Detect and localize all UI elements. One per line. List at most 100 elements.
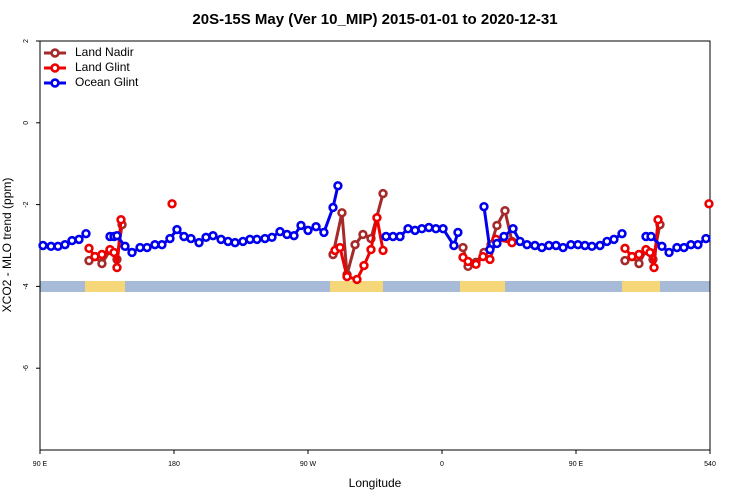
point <box>657 241 667 252</box>
point <box>81 228 91 239</box>
series <box>86 200 713 282</box>
point <box>664 247 674 258</box>
mask-land <box>460 281 505 292</box>
point <box>335 242 345 253</box>
point <box>328 202 338 213</box>
point <box>74 234 84 245</box>
point <box>97 258 107 269</box>
chart-title: 20S-15S May (Ver 10_MIP) 2015-01-01 to 2… <box>192 11 557 28</box>
point <box>112 230 122 241</box>
point <box>157 239 167 250</box>
point <box>359 260 369 271</box>
point <box>167 199 177 209</box>
land-mask <box>40 281 710 292</box>
point <box>127 247 137 258</box>
point <box>431 224 441 234</box>
point <box>165 233 175 244</box>
series <box>38 181 711 258</box>
point <box>303 225 313 236</box>
x-tick-label: 0 <box>440 461 444 468</box>
point <box>500 206 510 216</box>
point <box>595 240 605 251</box>
point <box>342 271 352 282</box>
y-axis-label: XCO2 - MLO trend (ppm) <box>0 178 14 313</box>
point <box>378 188 388 199</box>
point <box>60 239 70 250</box>
mask-land <box>622 281 660 292</box>
legend-label: Land Glint <box>75 60 130 74</box>
point <box>620 255 630 266</box>
point <box>223 236 233 247</box>
point <box>508 224 518 234</box>
point <box>84 243 94 254</box>
point <box>609 234 619 245</box>
legend-label: Ocean Glint <box>75 75 139 89</box>
point <box>463 256 473 267</box>
legend-marker <box>50 78 60 88</box>
point <box>112 262 122 273</box>
point <box>267 232 277 243</box>
point <box>358 229 368 240</box>
point <box>252 234 262 245</box>
point <box>453 227 463 238</box>
point <box>558 242 568 253</box>
y-tick-label: -6 <box>23 365 30 371</box>
legend-marker <box>50 63 60 73</box>
point <box>417 224 427 234</box>
point <box>587 241 597 252</box>
point <box>646 231 656 242</box>
point <box>172 224 182 235</box>
point <box>372 212 382 223</box>
point <box>366 244 376 255</box>
x-tick-label: 180 <box>168 461 180 468</box>
point <box>485 244 495 255</box>
point <box>424 222 434 233</box>
mask-land <box>330 281 383 292</box>
point <box>289 230 299 241</box>
point <box>634 249 644 260</box>
x-axis-label: Longitude <box>349 476 402 490</box>
point <box>378 245 388 256</box>
point <box>704 199 714 209</box>
y-tick-label: -4 <box>23 283 30 289</box>
point <box>260 233 270 244</box>
point <box>701 233 711 244</box>
point <box>319 227 329 238</box>
point <box>649 262 659 273</box>
point <box>97 249 107 260</box>
point <box>458 242 468 253</box>
point <box>38 240 48 251</box>
legend-label: Land Nadir <box>75 45 134 59</box>
point <box>116 215 126 225</box>
point <box>492 238 502 249</box>
mask-land <box>85 281 125 292</box>
point <box>333 181 343 191</box>
legend-marker <box>50 48 60 58</box>
point <box>350 239 360 250</box>
point <box>208 230 218 241</box>
point <box>645 247 655 258</box>
point <box>499 231 509 242</box>
point <box>311 221 321 232</box>
point <box>617 228 627 239</box>
point <box>544 240 554 251</box>
point <box>230 237 240 248</box>
y-tick-label: 0 <box>23 121 30 125</box>
point <box>507 237 517 248</box>
point <box>693 239 703 250</box>
y-tick-label: 2 <box>23 39 30 43</box>
point <box>485 254 495 265</box>
point <box>438 224 448 234</box>
point <box>186 233 196 244</box>
point <box>522 239 532 250</box>
point <box>634 258 644 269</box>
point <box>479 201 489 212</box>
point <box>352 274 362 285</box>
point <box>67 235 77 246</box>
x-tick-label: 540 <box>704 461 716 468</box>
point <box>492 220 502 231</box>
point <box>337 208 347 218</box>
y-tick-label: -2 <box>23 201 30 207</box>
point <box>653 215 663 225</box>
